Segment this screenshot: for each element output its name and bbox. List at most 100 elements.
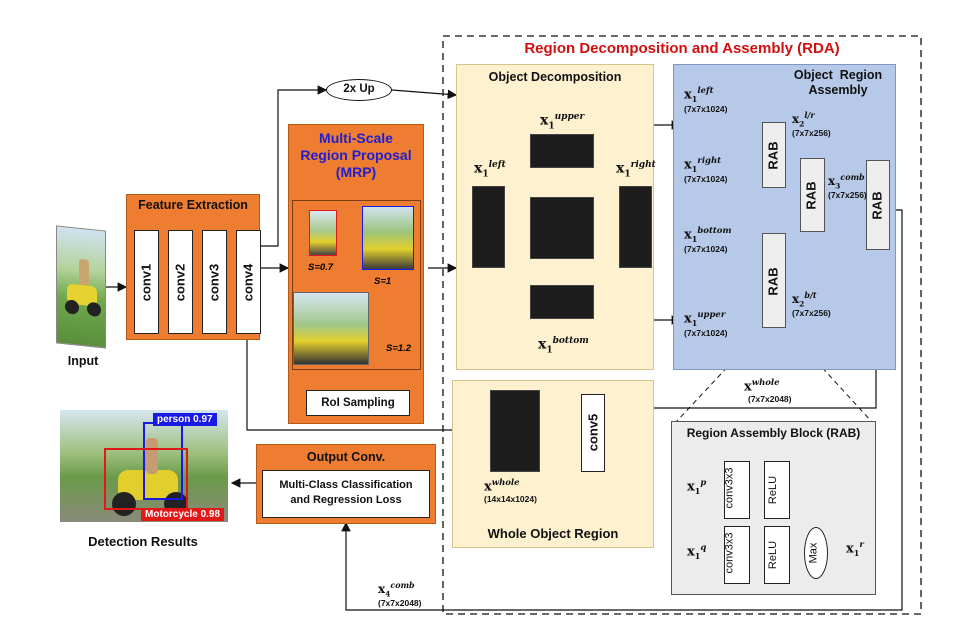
ora-right-sup: right	[697, 156, 722, 166]
rab-xq-sub: 1	[694, 550, 701, 561]
roi-sampling-box	[306, 390, 410, 416]
motorcycle-bbox	[104, 448, 188, 510]
rab-xq-base: x	[687, 544, 695, 560]
x2-lr-dim: (7x7x256)	[792, 128, 831, 139]
scale-1-label: S=1	[374, 276, 392, 287]
rab-final-label: RAB	[869, 191, 885, 220]
left-feature-map	[472, 186, 505, 268]
conv2-layer: conv2	[168, 230, 193, 334]
rab-conv-top: conv3x3	[723, 461, 750, 519]
mrp-inner-panel	[292, 200, 421, 370]
whole-object-region-title: Whole Object Region	[487, 526, 619, 541]
right-feature-map	[619, 186, 652, 268]
rab-max-node: Max	[804, 527, 828, 579]
output-conv-title: Output Conv.	[306, 450, 386, 464]
mrp-title-line3: (MRP)	[335, 164, 377, 180]
ora-input-left: x1left (7x7x1024)	[684, 86, 727, 114]
x-whole-sup: whole	[491, 478, 520, 488]
object-decomposition-title: Object Decomposition	[488, 70, 622, 84]
label-x-upper: x1upper	[540, 112, 584, 131]
conv5-layer: conv5	[581, 394, 605, 472]
scale-1.2-image	[293, 292, 369, 365]
ora-bottom-sup: bottom	[697, 226, 732, 236]
x-left-sub: 1	[482, 169, 489, 180]
rab-conv-top-label: conv3x3	[723, 467, 736, 509]
x4-comb-dim: (7x7x2048)	[378, 598, 422, 609]
x2-lr-sub: 2	[799, 119, 805, 129]
rab-relu-bottom: ReLU	[764, 526, 790, 584]
detection-results-label: Detection Results	[88, 534, 198, 549]
x2-lr-sup: l/r	[804, 110, 815, 120]
rab-xr-label: x1r	[846, 540, 864, 558]
x4-comb-base: x	[378, 582, 386, 596]
x-whole-out-base: x	[744, 379, 752, 395]
x-whole-dim: (14x14x1024)	[484, 494, 537, 505]
ora-input-upper: x1upper (7x7x1024)	[684, 310, 727, 338]
scale-0.7-label: S=0.7	[308, 262, 334, 273]
x2-lr-base: x	[792, 112, 800, 126]
ora-bottom-sub: 1	[691, 233, 698, 244]
x-whole-out-label: xwhole (7x7x2048)	[744, 378, 791, 404]
ora-bottom-base: x	[684, 227, 692, 243]
x3-comb-sub: 3	[835, 181, 841, 191]
rab-mid: RAB	[800, 158, 825, 232]
scale-1-image	[362, 206, 414, 270]
rab-relu-bottom-label: ReLU	[767, 540, 780, 570]
rab-detail-title: Region Assembly Block (RAB)	[686, 426, 861, 440]
conv5-label: conv5	[585, 413, 601, 452]
x-bottom-base: x	[538, 336, 547, 353]
x-whole-out-sup: whole	[751, 378, 780, 388]
ora-right-dim: (7x7x1024)	[684, 173, 728, 184]
x2-lr-label: x2l/r (7x7x256)	[792, 110, 831, 138]
ora-left-sup: left	[697, 86, 714, 96]
output-loss-text: Multi-Class Classification and Regressio…	[262, 478, 430, 508]
rab-max-label: Max	[807, 542, 820, 564]
x-upper-base: x	[540, 112, 549, 129]
ora-input-bottom: x1bottom (7x7x1024)	[684, 226, 731, 254]
conv4-layer: conv4	[236, 230, 261, 334]
x3-comb-label: x3comb (7x7x256)	[828, 172, 867, 200]
label-x-bottom: x1bottom	[538, 336, 589, 355]
rab-xp-base: x	[687, 479, 695, 495]
mrp-block	[288, 124, 424, 424]
roi-sampling-label: RoI Sampling	[321, 397, 395, 409]
output-loss-box	[262, 470, 430, 518]
mrp-title-line1: Multi-Scale	[319, 130, 393, 146]
x-bottom-sub: 1	[546, 345, 553, 356]
x-upper-sub: 1	[548, 121, 555, 132]
rab-bt-label: RAB	[765, 267, 781, 296]
ora-left-sub: 1	[691, 93, 698, 104]
rab-conv-bottom-label: conv3x3	[723, 532, 736, 574]
x2-bt-sub: 2	[799, 299, 805, 309]
ora-title-line1: Object Region	[793, 68, 883, 82]
upper-feature-map	[530, 134, 594, 168]
x4-comb-label: x4comb (7x7x2048)	[378, 580, 421, 608]
rab-xr-sub: 1	[853, 547, 860, 558]
x4-comb-sub: 4	[385, 589, 391, 599]
rab-relu-top: ReLU	[764, 461, 790, 519]
rab-lr-label: RAB	[765, 141, 781, 170]
ora-title: Object Region Assembly	[780, 68, 896, 98]
rab-lr: RAB	[762, 122, 786, 188]
conv3-label: conv3	[206, 263, 222, 302]
x-right-sup: right	[630, 160, 656, 170]
x3-comb-base: x	[828, 174, 836, 188]
x-whole-label: xwhole (14x14x1024)	[484, 478, 537, 504]
label-x-right: x1right	[616, 160, 656, 179]
rab-bt: RAB	[762, 233, 786, 328]
rab-xp-sup: p	[700, 478, 707, 488]
x-whole-out-dim: (7x7x2048)	[748, 394, 792, 405]
ora-upper-dim: (7x7x1024)	[684, 327, 728, 338]
ora-input-right: x1right (7x7x1024)	[684, 156, 727, 184]
center-feature-map	[530, 197, 594, 259]
conv3-layer: conv3	[202, 230, 227, 334]
ora-left-base: x	[684, 87, 692, 103]
ora-bottom-dim: (7x7x1024)	[684, 243, 728, 254]
rab-relu-top-label: ReLU	[767, 475, 780, 505]
rab-xp-label: x1p	[687, 478, 706, 496]
label-x-left: x1left	[474, 160, 506, 179]
whole-feature-map	[490, 390, 540, 472]
x-left-sup: left	[488, 160, 506, 170]
x-whole-base: x	[484, 479, 492, 495]
input-label: Input	[67, 354, 99, 368]
